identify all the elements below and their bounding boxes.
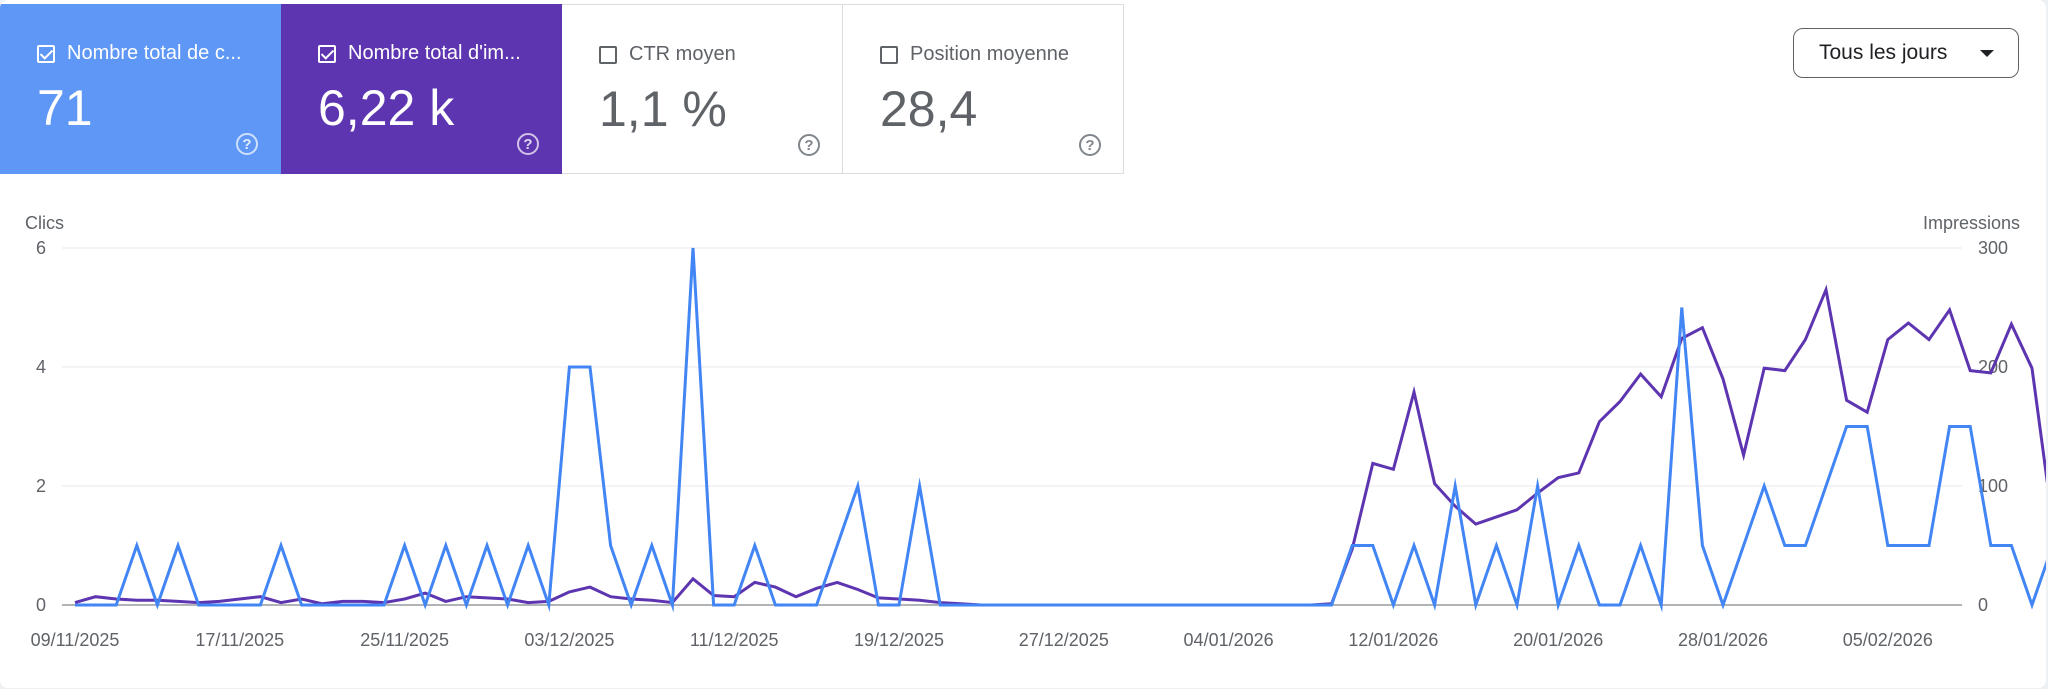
series-line-impressions — [74, 284, 2046, 607]
date-range-dropdown[interactable]: Tous les jours — [1793, 28, 2019, 78]
card-value: 71 — [37, 80, 93, 136]
chart-grid — [62, 247, 1962, 606]
x-tick-label: 28/01/2026 — [1678, 630, 1768, 650]
help-icon[interactable]: ? — [1079, 134, 1101, 156]
y-axis-right-label: Impressions — [1923, 213, 2020, 233]
metric-card-total-clicks[interactable]: Nombre total de c... 71 ? — [0, 4, 281, 174]
metric-cards: Nombre total de c... 71 ? Nombre total d… — [0, 4, 1124, 174]
y-left-tick-label: 2 — [36, 476, 46, 496]
y-left-tick-label: 0 — [36, 595, 46, 615]
x-tick-label: 27/12/2025 — [1019, 630, 1109, 650]
x-tick-label: 09/11/2025 — [31, 630, 120, 650]
y-left-tick-label: 6 — [36, 238, 46, 258]
series-line-clics — [75, 247, 2046, 613]
checkbox-unchecked-icon[interactable] — [599, 45, 617, 64]
checkbox-unchecked-icon[interactable] — [880, 45, 898, 64]
x-tick-label: 03/12/2025 — [524, 630, 614, 650]
x-tick-label: 20/01/2026 — [1513, 630, 1603, 650]
chart-series — [74, 247, 2046, 613]
card-value: 28,4 — [880, 81, 978, 137]
x-tick-label: 04/01/2026 — [1184, 630, 1274, 650]
x-tick-label: 19/12/2025 — [854, 630, 944, 650]
y-right-tick-label: 100 — [1978, 476, 2008, 496]
x-tick-label: 17/11/2025 — [195, 630, 284, 650]
card-header: Nombre total de c... — [37, 42, 242, 65]
y-left-tick-label: 4 — [36, 357, 46, 377]
y-right-tick-label: 300 — [1978, 238, 2008, 258]
caret-down-icon — [1980, 50, 1994, 57]
y-right-tick-label: 0 — [1978, 595, 1988, 615]
help-icon[interactable]: ? — [798, 134, 820, 156]
card-header: CTR moyen — [599, 43, 736, 66]
metric-card-average-position[interactable]: Position moyenne 28,4 ? — [843, 4, 1124, 174]
card-header: Nombre total d'im... — [318, 42, 521, 65]
metric-card-average-ctr[interactable]: CTR moyen 1,1 % ? — [562, 4, 843, 174]
dropdown-label: Tous les jours — [1819, 41, 1948, 64]
card-header: Position moyenne — [880, 43, 1069, 66]
help-icon[interactable]: ? — [236, 133, 258, 155]
x-tick-label: 12/01/2026 — [1348, 630, 1438, 650]
checkbox-checked-icon[interactable] — [318, 44, 336, 63]
checkbox-checked-icon[interactable] — [37, 44, 55, 63]
help-icon[interactable]: ? — [517, 133, 539, 155]
x-tick-label: 25/11/2025 — [360, 630, 449, 650]
x-tick-label: 05/02/2026 — [1843, 630, 1933, 650]
card-value: 1,1 % — [599, 81, 727, 137]
metric-card-total-impressions[interactable]: Nombre total d'im... 6,22 k ? — [281, 4, 562, 174]
x-tick-label: 11/12/2025 — [690, 630, 779, 650]
card-value: 6,22 k — [318, 80, 455, 136]
y-axis-left-label: Clics — [25, 213, 64, 233]
